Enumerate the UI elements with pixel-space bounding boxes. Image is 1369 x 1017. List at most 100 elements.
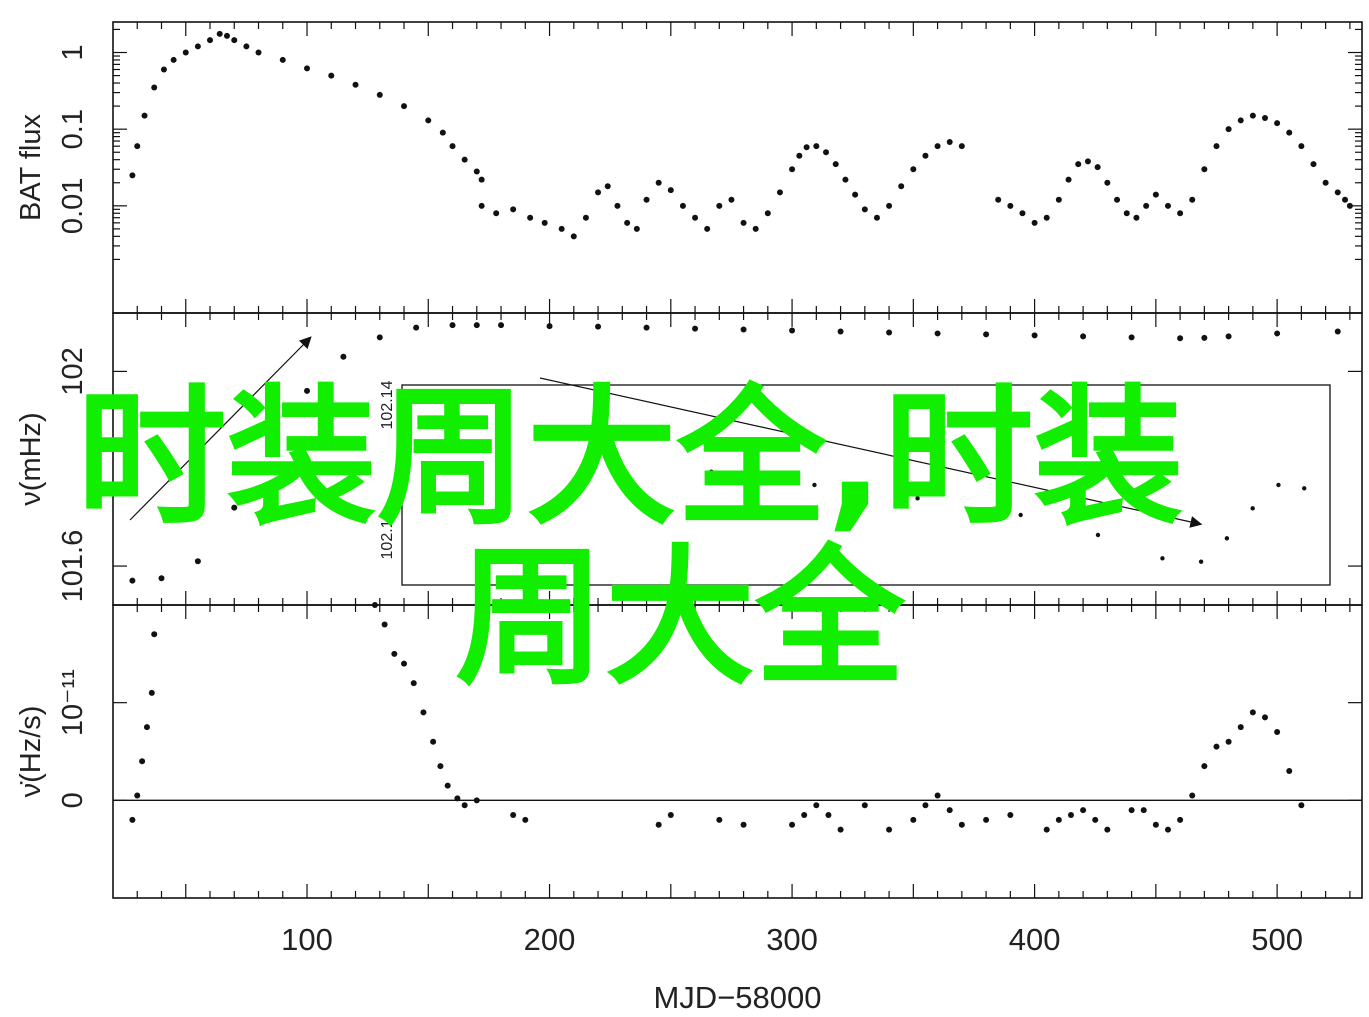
data-point <box>170 56 177 63</box>
data-point <box>910 816 917 823</box>
data-point <box>1065 176 1072 183</box>
data-point <box>837 328 844 335</box>
data-point <box>582 214 589 221</box>
data-point <box>304 387 311 394</box>
data-point <box>679 202 686 209</box>
data-point <box>1286 768 1293 775</box>
data-point <box>1213 743 1220 750</box>
data-point <box>1261 714 1268 721</box>
data-point <box>328 72 335 79</box>
data-point <box>478 202 485 209</box>
data-point <box>439 129 446 136</box>
data-point <box>420 709 427 716</box>
data-point <box>614 202 621 209</box>
data-point <box>1140 807 1147 814</box>
data-point <box>1274 728 1281 735</box>
data-point <box>1067 811 1074 818</box>
data-point <box>801 811 808 818</box>
data-point <box>789 166 796 173</box>
data-point <box>595 323 602 330</box>
data-point <box>304 65 311 72</box>
data-point <box>1114 196 1121 203</box>
data-point <box>842 176 849 183</box>
panel-frame-2 <box>112 604 1363 899</box>
data-point <box>1128 334 1135 341</box>
data-point <box>764 210 771 217</box>
data-point <box>1274 330 1281 337</box>
data-point <box>922 152 929 159</box>
data-point <box>825 811 832 818</box>
data-point <box>595 189 602 196</box>
data-point <box>527 214 534 221</box>
data-point <box>216 30 223 37</box>
data-point <box>852 191 859 198</box>
arrow-to-main <box>129 336 312 521</box>
data-point <box>813 802 820 809</box>
data-point <box>1164 826 1171 833</box>
data-point <box>1213 143 1220 150</box>
inset-frame <box>401 384 1331 586</box>
data-point <box>231 37 238 44</box>
inset-data-point <box>812 482 817 488</box>
data-point <box>1286 129 1293 136</box>
data-point <box>1092 816 1099 823</box>
data-point <box>1031 219 1038 226</box>
x-axis-label: MJD−58000 <box>653 980 821 1015</box>
data-point <box>1075 161 1082 168</box>
data-point <box>740 219 747 226</box>
data-point <box>1189 196 1196 203</box>
data-point <box>1007 202 1014 209</box>
data-point <box>461 802 468 809</box>
inset-y-tick-label: 102.12 <box>379 510 396 559</box>
data-point <box>1334 189 1341 196</box>
inset-data-point <box>1198 559 1204 564</box>
data-point <box>160 66 167 73</box>
data-point <box>837 826 844 833</box>
inset-data-point <box>412 396 418 401</box>
data-point <box>898 183 905 190</box>
y-tick-label: 10⁻¹¹ <box>57 669 89 736</box>
data-point <box>803 144 810 151</box>
data-point <box>413 324 420 331</box>
data-point <box>194 558 201 565</box>
watermark-line-2: 周大全 <box>455 532 906 706</box>
data-point <box>1189 792 1196 799</box>
data-point <box>473 322 480 329</box>
data-point <box>134 143 141 150</box>
inset-data-point <box>915 496 920 501</box>
y-tick-label: 101.6 <box>57 530 89 603</box>
inset-data-point <box>1018 512 1023 518</box>
data-point <box>546 323 553 330</box>
data-point <box>1261 114 1268 121</box>
data-point <box>1031 332 1038 339</box>
data-point <box>449 143 456 150</box>
data-point <box>151 84 158 91</box>
x-tick-label: 400 <box>1009 922 1061 957</box>
y-tick-label: 0.01 <box>57 178 89 234</box>
data-point <box>493 210 500 217</box>
data-point <box>1237 117 1244 124</box>
data-point <box>129 577 136 584</box>
data-point <box>692 214 699 221</box>
data-point <box>861 802 868 809</box>
data-point <box>1043 214 1050 221</box>
data-point <box>401 660 408 667</box>
data-point <box>1225 126 1232 133</box>
data-point <box>624 219 631 226</box>
data-point <box>558 225 565 232</box>
data-point <box>1310 161 1317 168</box>
inset-data-point <box>1250 506 1255 511</box>
data-point <box>1249 709 1256 716</box>
data-point <box>223 32 230 39</box>
data-point <box>243 43 250 50</box>
data-point <box>376 334 383 341</box>
y-tick-label: 0.1 <box>57 109 89 149</box>
data-point <box>716 816 723 823</box>
inset-data-point <box>1160 556 1165 561</box>
data-point <box>832 161 839 168</box>
data-point <box>1334 328 1341 335</box>
arrow-to-inset <box>539 377 1203 528</box>
data-point <box>1201 166 1208 173</box>
data-point <box>430 738 437 745</box>
data-point <box>1104 179 1111 186</box>
